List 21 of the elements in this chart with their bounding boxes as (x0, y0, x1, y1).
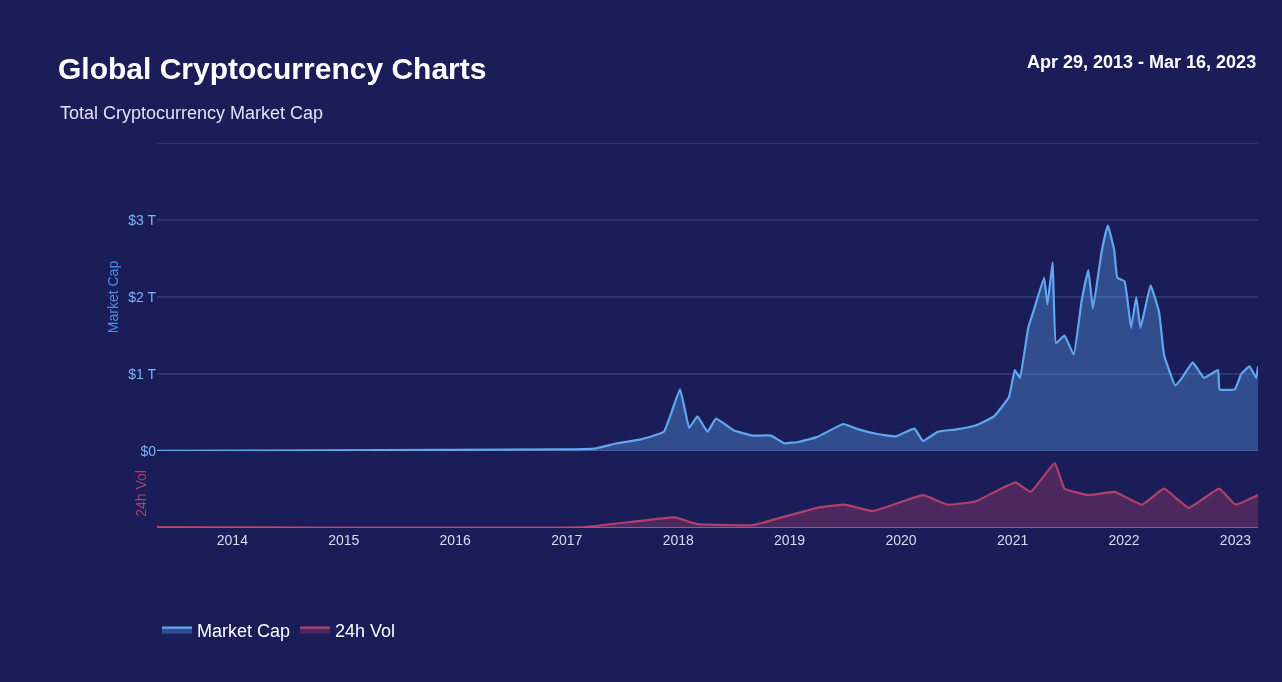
y-tick-label: $3 T (128, 211, 157, 228)
x-tick-label: 2018 (662, 531, 694, 548)
y-tick-label: $1 T (128, 365, 157, 382)
x-tick-label: 2017 (551, 531, 583, 548)
x-tick-label: 2021 (997, 531, 1029, 548)
y-tick-label: $0 (140, 442, 157, 459)
y-tick-label: $2 T (128, 288, 157, 305)
legend-label: Market Cap (197, 620, 291, 641)
x-tick-label: 2020 (885, 531, 917, 548)
chart-subtitle: Total Cryptocurrency Market Cap (60, 103, 324, 123)
x-tick-label: 2022 (1108, 531, 1140, 548)
x-tick-label: 2014 (216, 531, 249, 548)
y-axis-title: Market Cap (104, 260, 121, 334)
x-tick-label: 2019 (774, 531, 806, 548)
y-axis-title: 24h Vol (132, 470, 149, 517)
text: Apr 29, 2013 - Mar 16, 2023 (1027, 52, 1257, 72)
x-tick-label: 2023 (1219, 531, 1252, 548)
x-tick-label: 2016 (439, 531, 471, 548)
chart-title: Global Cryptocurrency Charts (58, 51, 487, 85)
legend-label: 24h Vol (335, 620, 396, 641)
x-tick-label: 2015 (328, 531, 360, 548)
